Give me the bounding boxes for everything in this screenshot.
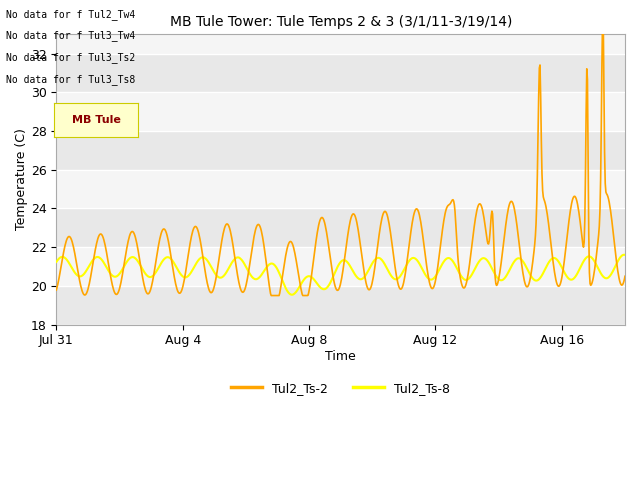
Bar — [56, 131, 625, 170]
Bar — [56, 208, 625, 247]
Bar — [56, 54, 625, 92]
Bar — [56, 247, 625, 286]
Text: No data for f Tul2_Tw4: No data for f Tul2_Tw4 — [6, 9, 136, 20]
Title: MB Tule Tower: Tule Temps 2 & 3 (3/1/11-3/19/14): MB Tule Tower: Tule Temps 2 & 3 (3/1/11-… — [170, 15, 512, 29]
Bar — [56, 92, 625, 131]
Y-axis label: Temperature (C): Temperature (C) — [15, 129, 28, 230]
Text: No data for f Tul3_Tw4: No data for f Tul3_Tw4 — [6, 30, 136, 41]
Text: No data for f Tul3_Ts8: No data for f Tul3_Ts8 — [6, 73, 136, 84]
Text: No data for f Tul3_Ts2: No data for f Tul3_Ts2 — [6, 52, 136, 63]
Bar — [56, 170, 625, 208]
Legend: Tul2_Ts-2, Tul2_Ts-8: Tul2_Ts-2, Tul2_Ts-8 — [226, 377, 456, 399]
X-axis label: Time: Time — [325, 350, 356, 363]
Text: MB Tule: MB Tule — [72, 115, 120, 125]
Bar — [56, 286, 625, 324]
